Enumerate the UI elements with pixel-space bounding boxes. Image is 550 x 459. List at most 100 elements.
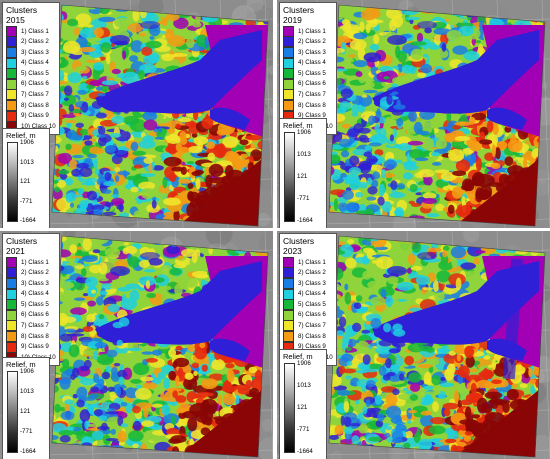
legend-item: 7) Class 7 xyxy=(6,89,56,101)
legend-label: 6) Class 6 xyxy=(21,311,49,319)
legend-label: 9) Class 9 xyxy=(298,112,326,120)
legend-label: 7) Class 7 xyxy=(298,91,326,99)
legend-swatch xyxy=(6,57,17,69)
legend-label: 1) Class 1 xyxy=(21,258,49,266)
legend-item: 8) Class 8 xyxy=(6,99,56,111)
relief-tick-label: 1013 xyxy=(297,382,311,389)
legend-item: 4) Class 4 xyxy=(6,288,56,300)
legend-swatch xyxy=(6,341,17,353)
legend-item: 6) Class 6 xyxy=(283,78,333,90)
legend-item: 3) Class 3 xyxy=(6,46,56,58)
legend-swatch xyxy=(6,78,17,90)
legend-swatch xyxy=(283,46,294,58)
legend-swatch xyxy=(6,309,17,321)
legend-label: 3) Class 3 xyxy=(298,279,326,287)
legend-swatch xyxy=(283,277,294,289)
panel-title: Clusters 2021 xyxy=(6,236,38,256)
legend-item: 5) Class 5 xyxy=(6,68,56,80)
relief-title: Relief, m xyxy=(6,131,36,140)
map-panel-2015: Clusters 2015 1) Class 1 2) Class 2 3) Cla… xyxy=(0,0,273,228)
legend-item: 1) Class 1 xyxy=(6,25,56,37)
legend-label: 5) Class 5 xyxy=(298,69,326,77)
legend-swatch xyxy=(6,256,17,268)
legend-label: 7) Class 7 xyxy=(21,91,49,99)
legend-label: 5) Class 5 xyxy=(298,300,326,308)
legend-swatch xyxy=(283,320,294,332)
legend-label: 6) Class 6 xyxy=(298,311,326,319)
legend-swatch xyxy=(6,277,17,289)
legend-swatch xyxy=(6,288,17,300)
class-legend-2019: Clusters 2019 1) Class 1 2) Class 2 3) Cla… xyxy=(279,2,337,135)
legend-item: 7) Class 7 xyxy=(283,89,333,101)
legend-item: 8) Class 8 xyxy=(6,330,56,342)
relief-tick-label: -771 xyxy=(20,197,33,205)
legend-label: 8) Class 8 xyxy=(21,332,49,340)
legend-item: 9) Class 9 xyxy=(6,341,56,353)
relief-tick-label: 1906 xyxy=(297,360,311,367)
legend-swatch xyxy=(283,78,294,90)
legend-swatch xyxy=(283,25,294,37)
legend-label: 3) Class 3 xyxy=(21,48,49,56)
legend-item: 4) Class 4 xyxy=(283,288,333,300)
legend-swatch xyxy=(6,36,17,48)
legend-item: 6) Class 6 xyxy=(283,309,333,321)
legend-item: 2) Class 2 xyxy=(6,267,56,279)
legend-swatch xyxy=(283,330,294,342)
map-panel-2019: Clusters 2019 1) Class 1 2) Class 2 3) Cla… xyxy=(277,0,550,228)
legend-item: 7) Class 7 xyxy=(6,320,56,332)
legend-label: 6) Class 6 xyxy=(298,80,326,88)
relief-tick-label: 1906 xyxy=(20,139,34,146)
legend-item: 1) Class 1 xyxy=(283,25,333,37)
relief-tick-label: -1664 xyxy=(297,448,313,455)
panel-title: Clusters 2023 xyxy=(283,236,315,256)
legend-label: 4) Class 4 xyxy=(298,290,326,298)
panel-title: Clusters 2015 xyxy=(6,5,38,25)
legend-label: 3) Class 3 xyxy=(21,279,49,287)
legend-swatch xyxy=(283,68,294,80)
legend-label: 2) Class 2 xyxy=(298,38,326,46)
relief-tick-label: 121 xyxy=(297,404,308,411)
legend-label: 4) Class 4 xyxy=(21,290,49,298)
legend-label: 2) Class 2 xyxy=(298,269,326,277)
legend-item: 1) Class 1 xyxy=(283,256,333,268)
legend-swatch xyxy=(283,267,294,279)
legend-label: 5) Class 5 xyxy=(21,69,49,77)
legend-item: 6) Class 6 xyxy=(6,309,56,321)
legend-items: 1) Class 1 2) Class 2 3) Class 3 4) Class 4… xyxy=(283,256,333,364)
relief-tick-label: 1013 xyxy=(20,388,34,395)
legend-item: 5) Class 5 xyxy=(283,299,333,311)
legend-items: 1) Class 1 2) Class 2 3) Class 3 4) Class 4… xyxy=(6,256,56,364)
legend-label: 1) Class 1 xyxy=(298,27,326,35)
map-panel-2021: Clusters 2021 1) Class 1 2) Class 2 3) Cla… xyxy=(0,231,273,459)
legend-label: 4) Class 4 xyxy=(21,59,49,67)
legend-swatch xyxy=(6,267,17,279)
legend-item: 2) Class 2 xyxy=(283,36,333,48)
relief-legend-2015: Relief, m 1906 1013 121 -771 -1664 xyxy=(2,128,50,228)
legend-item: 4) Class 4 xyxy=(283,57,333,69)
legend-swatch xyxy=(283,299,294,311)
legend-item: 1) Class 1 xyxy=(6,256,56,268)
legend-swatch xyxy=(283,36,294,48)
legend-label: 2) Class 2 xyxy=(21,38,49,46)
legend-swatch xyxy=(6,110,17,122)
relief-tick-label: 1906 xyxy=(20,368,34,375)
legend-label: 7) Class 7 xyxy=(298,322,326,330)
legend-label: 8) Class 8 xyxy=(298,101,326,109)
relief-title: Relief, m xyxy=(283,121,313,130)
relief-title: Relief, m xyxy=(6,360,36,369)
relief-tick-label: 1013 xyxy=(297,151,311,158)
relief-tick-label: 121 xyxy=(297,173,308,180)
legend-label: 1) Class 1 xyxy=(298,258,326,266)
legend-label: 5) Class 5 xyxy=(21,300,49,308)
legend-label: 4) Class 4 xyxy=(298,59,326,67)
legend-swatch xyxy=(283,288,294,300)
legend-label: 7) Class 7 xyxy=(21,322,49,330)
legend-item: 3) Class 3 xyxy=(283,277,333,289)
relief-legend-2023: Relief, m 1906 1013 121 -771 -1664 xyxy=(279,349,327,459)
legend-label: 8) Class 8 xyxy=(298,332,326,340)
relief-tick-label: -771 xyxy=(297,195,310,202)
relief-tick-label: -771 xyxy=(20,428,33,435)
relief-colorbar xyxy=(284,132,295,222)
legend-items: 1) Class 1 2) Class 2 3) Class 3 4) Class 4… xyxy=(283,25,333,133)
legend-item: 5) Class 5 xyxy=(6,299,56,311)
